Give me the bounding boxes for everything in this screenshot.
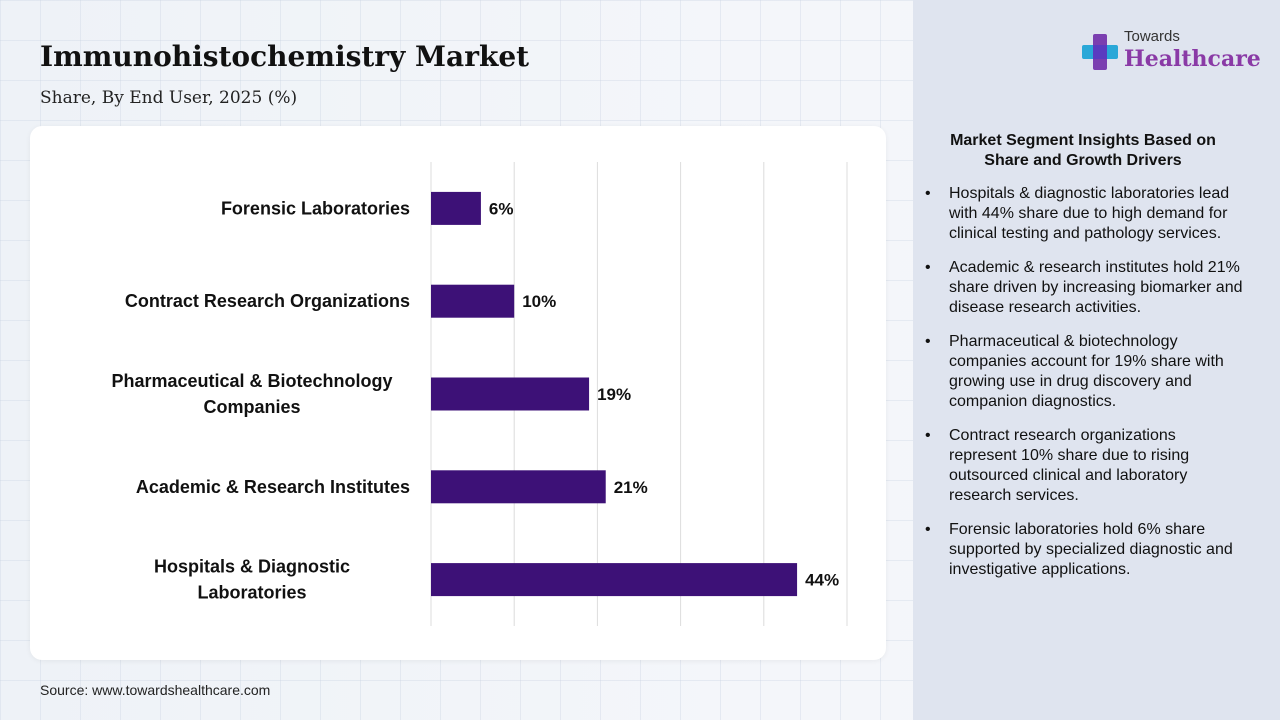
- insight-item: • Pharmaceutical & biotechnology companie…: [925, 332, 1245, 412]
- bullet-icon: •: [925, 259, 931, 276]
- source-note: Source: www.towardshealthcare.com: [40, 682, 271, 698]
- insight-text: Contract research organizations represen…: [949, 427, 1190, 504]
- category-label-line: Contract Research Organizations: [125, 291, 410, 311]
- insights-panel: [913, 0, 1280, 720]
- category-label-line: Pharmaceutical & Biotechnology: [111, 371, 392, 391]
- page-title: Immunohistochemistry Market: [40, 40, 530, 73]
- brand-logo: Towards Healthcare: [1080, 28, 1261, 78]
- category-label-line: Academic & Research Institutes: [136, 477, 410, 497]
- bar: [431, 284, 515, 318]
- logo-text-bottom: Healthcare: [1124, 46, 1261, 72]
- bullet-icon: •: [925, 427, 931, 444]
- category-label: Academic & Research Institutes: [136, 477, 410, 497]
- insights-list: • Hospitals & diagnostic laboratories lea…: [925, 184, 1245, 594]
- bar: [431, 563, 798, 597]
- plus-cross-icon: [1082, 34, 1118, 70]
- category-label-line: Forensic Laboratories: [221, 198, 410, 218]
- bar-chart: 6% Forensic Laboratories 10% Contract Resea…: [111, 162, 848, 626]
- data-label: 19%: [597, 385, 631, 404]
- category-label-line: Hospitals & Diagnostic: [154, 557, 350, 577]
- insight-text: Hospitals & diagnostic laboratories lead…: [949, 185, 1230, 242]
- bar: [431, 377, 590, 411]
- category-label-line: Laboratories: [197, 583, 306, 603]
- data-label: 44%: [805, 571, 839, 590]
- category-label: Forensic Laboratories: [221, 198, 410, 218]
- insights-heading: Market Segment Insights Based on Share a…: [950, 132, 1216, 169]
- insight-text: Pharmaceutical & biotechnology companies…: [949, 333, 1224, 410]
- category-label-line: Companies: [203, 397, 300, 417]
- insight-text: Forensic laboratories hold 6% share supp…: [949, 521, 1233, 578]
- bullet-icon: •: [925, 521, 931, 538]
- category-label: Contract Research Organizations: [125, 291, 410, 311]
- data-label: 6%: [489, 199, 514, 218]
- logo-text-top: Towards: [1124, 28, 1180, 45]
- category-label: Hospitals & Diagnostic Laboratories: [154, 557, 350, 603]
- insight-item: • Academic & research institutes hold 21%…: [925, 258, 1245, 318]
- insight-item: • Contract research organizations represe…: [925, 426, 1245, 506]
- bullet-icon: •: [925, 333, 931, 350]
- insight-item: • Hospitals & diagnostic laboratories lea…: [925, 184, 1245, 244]
- bullet-icon: •: [925, 185, 931, 202]
- insight-item: • Forensic laboratories hold 6% share sup…: [925, 520, 1245, 580]
- category-label: Pharmaceutical & Biotechnology Companies: [111, 371, 392, 417]
- data-label: 21%: [614, 478, 648, 497]
- insight-text: Academic & research institutes hold 21% …: [949, 259, 1243, 316]
- data-label: 10%: [522, 292, 556, 311]
- bar: [431, 191, 481, 225]
- bar: [431, 470, 606, 504]
- chart-card: 6% Forensic Laboratories 10% Contract Resea…: [30, 126, 886, 660]
- page-subtitle: Share, By End User, 2025 (%): [40, 88, 298, 108]
